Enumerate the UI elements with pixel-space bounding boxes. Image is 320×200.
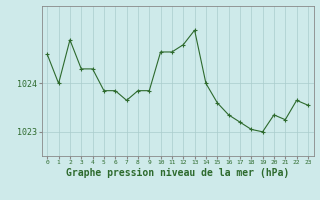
X-axis label: Graphe pression niveau de la mer (hPa): Graphe pression niveau de la mer (hPa) xyxy=(66,168,289,178)
